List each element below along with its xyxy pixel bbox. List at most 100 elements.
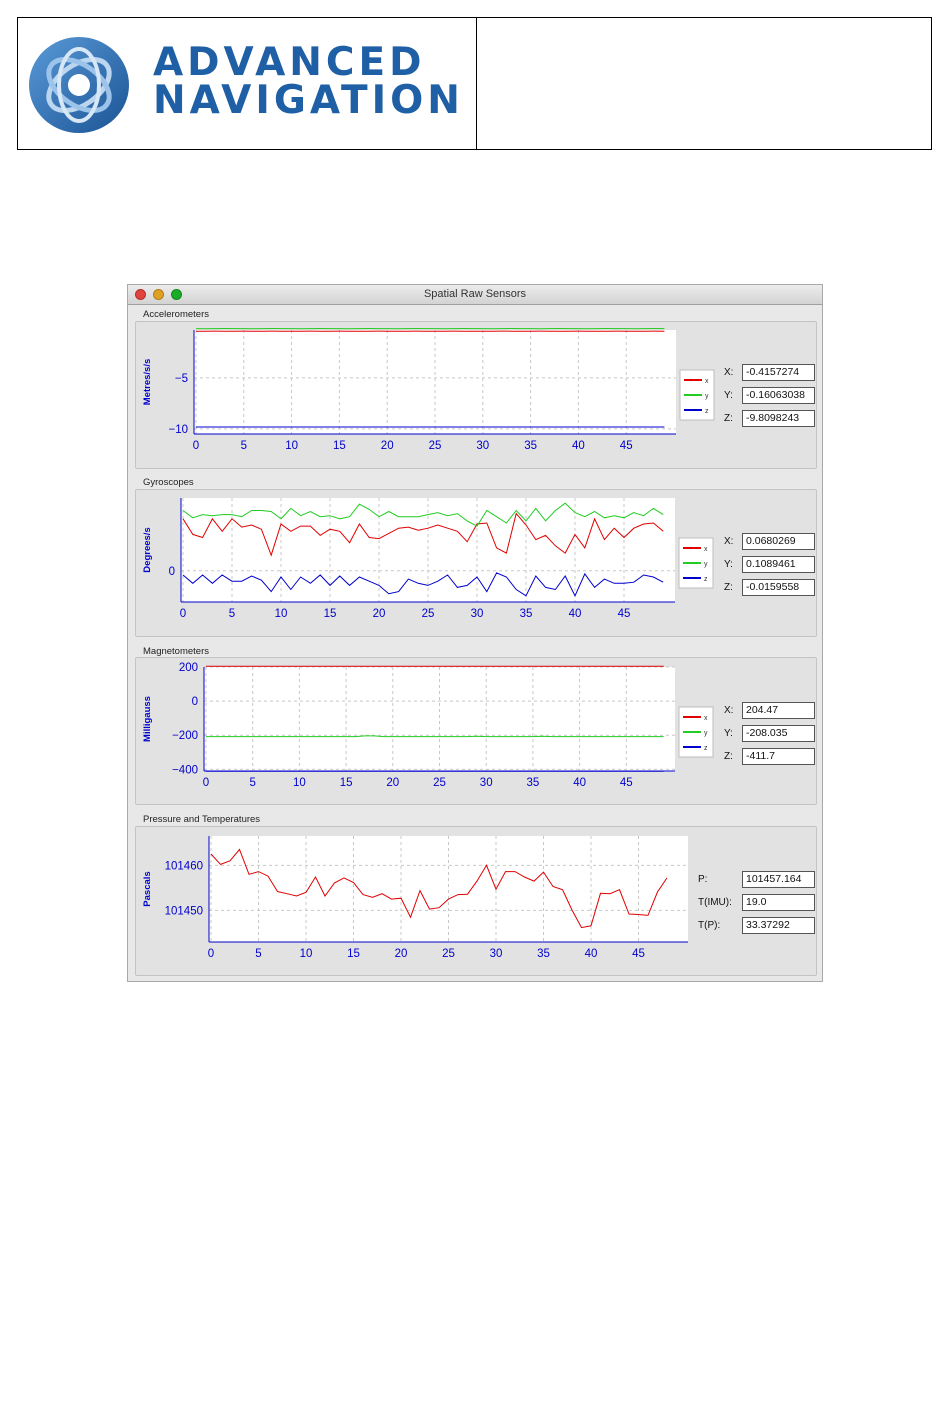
plot-area [181,498,675,602]
y-tick-label: 101450 [165,905,203,917]
x-tick-label: 15 [340,777,353,789]
x-tick-label: 20 [373,608,386,620]
series-line-p [210,848,668,929]
x-tick-label: 5 [249,777,255,789]
mag-x-value-field[interactable]: 204.47 [742,702,815,719]
x-tick-label: 20 [386,777,399,789]
plot-area [204,667,675,771]
temp-imu-label: T(IMU): [698,897,732,908]
x-tick-label: 30 [490,948,503,960]
x-tick-label: 0 [208,948,214,960]
series-line-y [206,735,664,738]
pressure-readouts: P: 101457.164 T(IMU): 19.0 T(P): 33.3729… [698,871,816,941]
x-tick-label: 15 [347,948,360,960]
window-title: Spatial Raw Sensors [423,288,527,300]
gyro-z-value-field[interactable]: -0.0159558 [742,579,815,596]
legend-label-x: x [704,546,708,553]
mag-y-value-field[interactable]: -208.035 [742,725,815,742]
y-tick-label: 200 [179,662,198,674]
x-tick-label: 10 [275,608,288,620]
document-header: ADVANCED NAVIGATION [17,17,932,150]
gyro-x-label: X: [724,536,734,547]
x-tick-label: 30 [480,777,493,789]
pressure-p-value-field[interactable]: 101457.164 [742,871,815,888]
y-tick-label: −400 [172,764,198,776]
accel-y-value-field[interactable]: -0.16063038 [742,387,815,404]
x-tick-label: 35 [537,948,550,960]
logo-line-1: ADVANCED [153,40,426,85]
y-tick-label: −200 [172,730,198,742]
x-tick-label: 45 [620,440,633,452]
accel-x-value-field[interactable]: -0.4157274 [742,364,815,381]
gyroscopes-panel: 0 5 10 15 20 25 30 35 40 45 0 Degrees/s x y z X: 0.068… [135,489,817,637]
x-tick-label: 35 [524,440,537,452]
magnetometers-section-title: Magnetometers [143,646,210,657]
legend-label-y: y [705,393,709,400]
x-tick-label: 10 [285,440,298,452]
gyroscopes-section-title: Gyroscopes [143,477,194,488]
minimize-window-button[interactable] [153,289,164,300]
x-tick-label: 25 [422,608,435,620]
accelerometers-panel: 0 5 10 15 20 25 30 35 40 45 −5 −10 Metres/s/s x y z X: … [135,321,817,469]
gyro-y-value-field[interactable]: 0.1089461 [742,556,815,573]
gyro-z-label: Z: [724,582,733,593]
x-tick-label: 25 [442,948,455,960]
mag-z-label: Z: [724,751,733,762]
series-line-x [182,512,664,557]
y-tick-label: 0 [169,566,175,578]
x-tick-label: 35 [520,608,533,620]
x-tick-label: 35 [527,777,540,789]
accelerometers-readouts: X: -0.4157274 Y: -0.16063038 Z: -9.80982… [724,364,816,434]
mag-x-label: X: [724,705,734,716]
x-tick-label: 40 [569,608,582,620]
plot-area [209,836,688,942]
pressure-panel: 0 5 10 15 20 25 30 35 40 45 101460 101450 Pascals P:… [135,826,817,976]
window-titlebar[interactable]: Spatial Raw Sensors [128,285,822,305]
y-tick-label: 0 [192,696,198,708]
accelerometers-section-title: Accelerometers [143,309,209,320]
plot-area [194,330,676,434]
x-tick-label: 0 [203,777,209,789]
x-tick-label: 45 [620,777,633,789]
accel-z-value-field[interactable]: -9.8098243 [742,410,815,427]
y-tick-label: −5 [175,373,188,385]
legend-label-y: y [704,730,708,737]
pressure-p-label: P: [698,874,708,885]
legend-label-x: x [704,715,708,722]
accel-z-label: Z: [724,413,733,424]
advanced-navigation-logo-icon [29,37,129,133]
gyro-x-value-field[interactable]: 0.0680269 [742,533,815,550]
legend-label-z: z [704,576,708,583]
y-axis-label: Metres/s/s [142,359,153,405]
legend-label-z: z [704,745,708,752]
logo-cell: ADVANCED NAVIGATION [18,18,477,149]
zoom-window-button[interactable] [171,289,182,300]
x-tick-label: 25 [433,777,446,789]
spatial-raw-sensors-window: Spatial Raw Sensors Accelerometers 0 5 10 1… [127,284,823,982]
x-tick-label: 15 [333,440,346,452]
magnetometers-panel: 0 5 10 15 20 25 30 35 40 45 200 0 −200 −400 Milligauss… [135,657,817,805]
y-axis-label: Milligauss [142,696,153,742]
pressure-section-title: Pressure and Temperatures [143,814,261,825]
accel-y-label: Y: [724,390,733,401]
header-blank-cell [477,18,931,149]
x-tick-label: 25 [429,440,442,452]
temp-p-value-field[interactable]: 33.37292 [742,917,815,934]
close-window-button[interactable] [135,289,146,300]
y-tick-label: 101460 [165,860,203,872]
y-axis-label: Pascals [142,871,153,906]
x-tick-label: 20 [381,440,394,452]
gyroscopes-chart: 0 5 10 15 20 25 30 35 40 45 0 Degrees/s x y z [142,498,714,620]
temp-p-label: T(P): [698,920,721,931]
logo-wordmark: ADVANCED NAVIGATION [153,40,464,123]
x-tick-label: 0 [193,440,199,452]
gyro-y-label: Y: [724,559,733,570]
x-tick-label: 40 [572,440,585,452]
temp-imu-value-field[interactable]: 19.0 [742,894,815,911]
legend-label-z: z [705,408,709,415]
mag-z-value-field[interactable]: -411.7 [742,748,815,765]
mag-y-label: Y: [724,728,733,739]
y-axis-label: Degrees/s [142,527,153,572]
x-tick-label: 10 [300,948,313,960]
logo-line-2: NAVIGATION [153,78,464,123]
